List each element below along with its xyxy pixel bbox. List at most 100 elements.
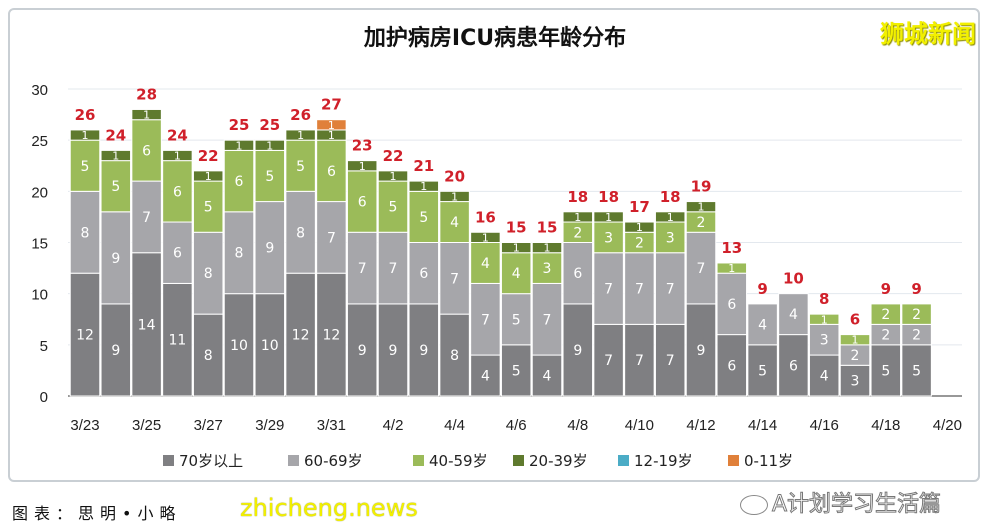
segment-value-label: 7 bbox=[697, 261, 706, 277]
segment-value-label: 2 bbox=[851, 348, 860, 364]
segment-value-label: 7 bbox=[604, 353, 613, 369]
y-tick-label: 0 bbox=[40, 389, 48, 406]
segment-value-label: 9 bbox=[697, 343, 706, 359]
bar-segment bbox=[131, 108, 162, 121]
total-label: 17 bbox=[629, 198, 650, 216]
bar-segment bbox=[162, 221, 193, 284]
bar-segment bbox=[346, 160, 378, 172]
segment-value-label: 4 bbox=[543, 369, 552, 385]
bar-segment bbox=[531, 354, 563, 397]
total-label: 19 bbox=[691, 178, 712, 196]
x-tick-label: 4/10 bbox=[625, 417, 654, 434]
bar-segment bbox=[69, 190, 101, 274]
bar-segment bbox=[500, 242, 532, 254]
bar-segment bbox=[223, 293, 255, 397]
segment-value-label: 10 bbox=[261, 338, 279, 354]
bar-segment bbox=[624, 252, 655, 325]
bar-segment bbox=[69, 272, 101, 397]
bar-segment bbox=[654, 252, 686, 325]
legend-swatch bbox=[618, 455, 629, 466]
total-label: 9 bbox=[757, 280, 767, 298]
chart-title: 加护病房ICU病患年龄分布 bbox=[363, 26, 627, 51]
segment-value-label: 1 bbox=[236, 139, 243, 152]
x-tick-label: 4/12 bbox=[686, 417, 715, 434]
segment-value-label: 5 bbox=[419, 210, 428, 226]
bar-segment bbox=[223, 149, 255, 213]
total-label: 23 bbox=[352, 137, 373, 155]
bar-segment bbox=[716, 262, 748, 274]
segment-value-label: 2 bbox=[573, 225, 582, 241]
segment-value-label: 8 bbox=[204, 348, 213, 364]
y-tick-label: 10 bbox=[31, 287, 48, 304]
segment-value-label: 7 bbox=[450, 271, 459, 287]
bar-segment bbox=[531, 252, 563, 284]
segment-value-label: 6 bbox=[727, 297, 736, 313]
x-tick-label: 4/8 bbox=[567, 417, 588, 434]
segment-value-label: 1 bbox=[482, 231, 489, 244]
segment-value-label: 8 bbox=[235, 246, 244, 262]
legend-label: 40-59岁 bbox=[429, 452, 488, 470]
legend-swatch bbox=[513, 455, 524, 466]
segment-value-label: 1 bbox=[174, 150, 181, 163]
segment-value-label: 9 bbox=[358, 343, 367, 359]
x-tick-label: 4/2 bbox=[383, 417, 404, 434]
bar-segment bbox=[624, 323, 655, 397]
legend-label: 0-11岁 bbox=[744, 452, 793, 470]
bar-segment bbox=[901, 344, 932, 397]
segment-value-label: 5 bbox=[389, 200, 398, 216]
segment-value-label: 1 bbox=[544, 242, 551, 255]
segment-value-label: 2 bbox=[635, 236, 644, 252]
x-tick-label: 3/23 bbox=[70, 417, 99, 434]
total-label: 8 bbox=[819, 290, 829, 308]
segment-value-label: 1 bbox=[143, 109, 150, 122]
bar-segment bbox=[716, 272, 748, 336]
segment-value-label: 6 bbox=[327, 164, 336, 180]
bar-segment bbox=[439, 190, 470, 203]
bar-segment bbox=[377, 303, 409, 397]
bar-segment bbox=[285, 272, 316, 397]
segment-value-label: 2 bbox=[881, 328, 890, 344]
segment-value-label: 5 bbox=[881, 363, 890, 379]
segment-value-label: 9 bbox=[573, 343, 582, 359]
x-tick-label: 3/31 bbox=[317, 417, 346, 434]
bar-segment bbox=[254, 149, 286, 203]
legend-label: 20-39岁 bbox=[529, 452, 588, 470]
segment-value-label: 2 bbox=[697, 215, 706, 231]
segment-value-label: 1 bbox=[698, 201, 705, 214]
segment-value-label: 1 bbox=[513, 242, 520, 255]
segment-value-label: 12 bbox=[322, 328, 340, 344]
segment-value-label: 5 bbox=[512, 312, 521, 328]
segment-value-label: 3 bbox=[820, 333, 829, 349]
segment-value-label: 1 bbox=[328, 119, 335, 132]
bar-segment bbox=[470, 231, 501, 243]
bar-segment bbox=[377, 231, 409, 305]
legend-label: 70岁以上 bbox=[179, 452, 243, 470]
y-tick-label: 15 bbox=[31, 236, 48, 253]
segment-value-label: 1 bbox=[266, 139, 273, 152]
segment-value-label: 9 bbox=[111, 251, 120, 267]
segment-value-label: 7 bbox=[481, 312, 490, 328]
total-label: 22 bbox=[383, 147, 404, 165]
watermark-logo: 狮城新闻 bbox=[880, 20, 976, 48]
segment-value-label: 1 bbox=[328, 129, 335, 142]
bar-segment bbox=[685, 303, 717, 397]
bar-segment bbox=[901, 303, 932, 325]
segment-value-label: 9 bbox=[419, 343, 428, 359]
bar-segment bbox=[685, 231, 717, 305]
segment-value-label: 7 bbox=[604, 282, 613, 298]
segment-value-label: 4 bbox=[820, 369, 829, 385]
total-label: 28 bbox=[136, 85, 157, 103]
y-tick-label: 25 bbox=[31, 133, 48, 150]
total-label: 24 bbox=[167, 126, 188, 144]
segment-value-label: 2 bbox=[912, 307, 921, 323]
segment-value-label: 3 bbox=[543, 261, 552, 277]
x-tick-label: 3/29 bbox=[255, 417, 284, 434]
legend-swatch bbox=[288, 455, 299, 466]
bar-segment bbox=[593, 211, 624, 223]
bar-segment bbox=[593, 252, 624, 325]
segment-value-label: 6 bbox=[235, 174, 244, 190]
segment-value-label: 10 bbox=[230, 338, 248, 354]
y-tick-label: 5 bbox=[40, 338, 48, 355]
bar-segment bbox=[500, 293, 532, 346]
bar-segment bbox=[316, 272, 347, 397]
